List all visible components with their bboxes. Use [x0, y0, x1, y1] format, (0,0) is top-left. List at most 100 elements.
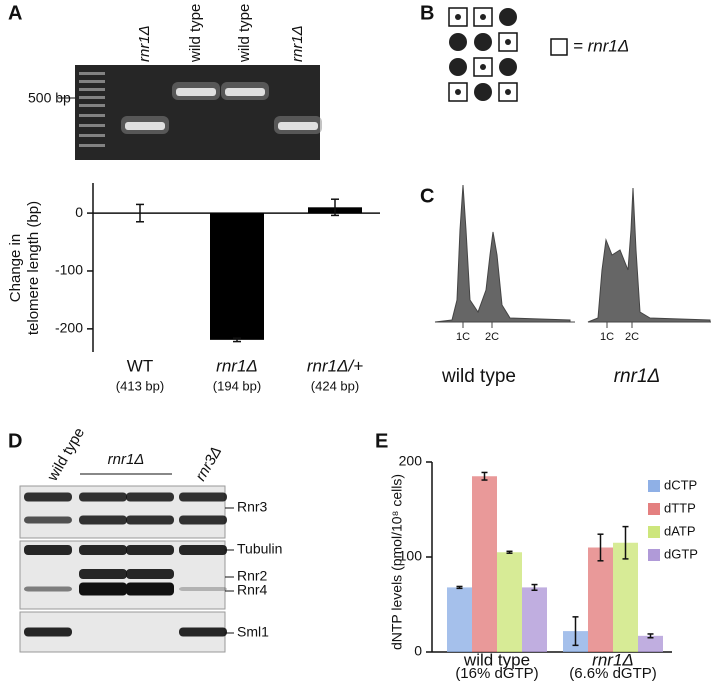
- legend-text: = rnr1Δ: [573, 36, 629, 55]
- ladder-band: [79, 134, 105, 137]
- dna-band: [225, 88, 265, 96]
- x-tick-label: rnr1Δ/+: [307, 356, 363, 375]
- x-tick-label: rnr1Δ: [216, 356, 258, 375]
- legend-swatch: [648, 503, 660, 515]
- panel-label: C: [420, 185, 434, 207]
- small-colony: [455, 89, 461, 95]
- protein-band: [126, 545, 174, 555]
- sample-label: wild type: [441, 366, 516, 387]
- protein-band: [179, 545, 227, 555]
- protein-band: [24, 516, 72, 524]
- protein-band: [126, 515, 174, 525]
- protein-band: [179, 627, 227, 637]
- x-sublabel: (413 bp): [116, 378, 164, 393]
- lane-label: rnr3Δ: [192, 444, 225, 484]
- y-tick-label: 100: [399, 548, 423, 564]
- colony: [474, 83, 492, 101]
- y-axis-label: dNTP levels (pmol/10⁸ cells): [389, 474, 405, 650]
- peak-label: 1C: [456, 331, 470, 343]
- x-tick-label: rnr1Δ: [592, 650, 634, 669]
- colony: [449, 58, 467, 76]
- lane-label: rnr1Δ: [289, 25, 306, 62]
- x-tick-label: WT: [127, 356, 153, 375]
- protein-band: [179, 587, 227, 591]
- colony: [499, 8, 517, 26]
- band-label: Rnr3: [237, 499, 268, 515]
- peak-label: 1C: [600, 331, 614, 343]
- small-colony: [505, 39, 511, 45]
- protein-band: [79, 545, 127, 555]
- dna-band: [125, 122, 165, 130]
- small-colony: [480, 64, 486, 70]
- x-sublabel: (194 bp): [213, 378, 261, 393]
- legend-box: [550, 38, 568, 56]
- panel-label: D: [8, 430, 22, 452]
- legend-label: dTTP: [664, 500, 696, 515]
- rnr1-box: [473, 57, 493, 77]
- lane-label: rnr1Δ: [108, 451, 145, 468]
- small-colony: [505, 89, 511, 95]
- protein-band: [126, 582, 174, 596]
- dna-band: [278, 122, 318, 130]
- bar: [588, 547, 613, 652]
- x-sublabel: (6.6% dGTP): [569, 665, 657, 682]
- bar: [497, 552, 522, 652]
- ladder-band: [79, 144, 105, 147]
- sample-label: rnr1Δ: [614, 366, 661, 387]
- x-sublabel: (424 bp): [311, 378, 359, 393]
- dna-band: [176, 88, 216, 96]
- bar: [613, 542, 638, 652]
- rnr1-box: [448, 7, 468, 27]
- panel-label: B: [420, 2, 434, 24]
- legend-swatch: [648, 549, 660, 561]
- bar: [210, 213, 264, 340]
- protein-band: [126, 492, 174, 502]
- y-axis-label: telomere length (bp): [25, 201, 42, 335]
- bar: [522, 587, 547, 652]
- peak-label: 2C: [625, 331, 639, 343]
- x-tick-label: wild type: [463, 650, 530, 669]
- peak-label: 2C: [485, 331, 499, 343]
- protein-band: [24, 586, 72, 592]
- ladder-band: [79, 96, 105, 99]
- rnr1-box: [448, 82, 468, 102]
- panel-label: A: [8, 2, 22, 24]
- y-axis-label: Change in: [7, 234, 24, 302]
- gel: [75, 65, 320, 160]
- colony: [449, 33, 467, 51]
- legend-label: dGTP: [664, 546, 698, 561]
- ladder-band: [79, 104, 105, 107]
- protein-band: [179, 492, 227, 502]
- histogram: [587, 187, 711, 323]
- ladder-band: [79, 114, 105, 117]
- protein-band: [24, 545, 72, 555]
- colony: [474, 33, 492, 51]
- protein-band: [126, 569, 174, 579]
- protein-band: [79, 569, 127, 579]
- ladder-band: [79, 72, 105, 75]
- small-colony: [455, 14, 461, 20]
- lane-label: rnr1Δ: [136, 25, 153, 62]
- x-sublabel: (16% dGTP): [455, 665, 538, 682]
- lane-label: wild type: [44, 425, 88, 485]
- y-tick-label: -200: [55, 320, 83, 336]
- band-label: Rnr4: [237, 582, 268, 598]
- band-label: Sml1: [237, 624, 269, 640]
- ladder-band: [79, 88, 105, 91]
- bar: [447, 587, 472, 652]
- legend-label: dATP: [664, 523, 696, 538]
- panel-label: E: [375, 430, 388, 452]
- rnr1-box: [498, 82, 518, 102]
- bar: [638, 635, 663, 652]
- bar: [472, 476, 497, 652]
- band-label: Rnr2: [237, 568, 268, 584]
- legend-swatch: [648, 480, 660, 492]
- protein-band: [179, 515, 227, 525]
- protein-band: [79, 582, 127, 596]
- rnr1-box: [473, 7, 493, 27]
- lane-label: wild type: [187, 4, 204, 63]
- ladder-band: [79, 80, 105, 83]
- size-marker: 500 bp: [28, 90, 71, 106]
